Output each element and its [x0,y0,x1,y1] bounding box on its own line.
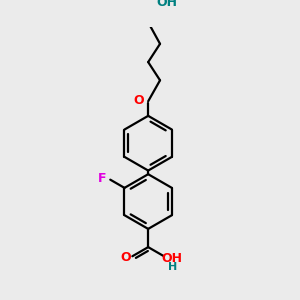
Text: O: O [134,94,144,107]
Text: OH: OH [162,253,183,266]
Text: H: H [169,262,178,272]
Text: F: F [98,172,106,185]
Text: O: O [121,251,131,264]
Text: OH: OH [156,0,177,9]
